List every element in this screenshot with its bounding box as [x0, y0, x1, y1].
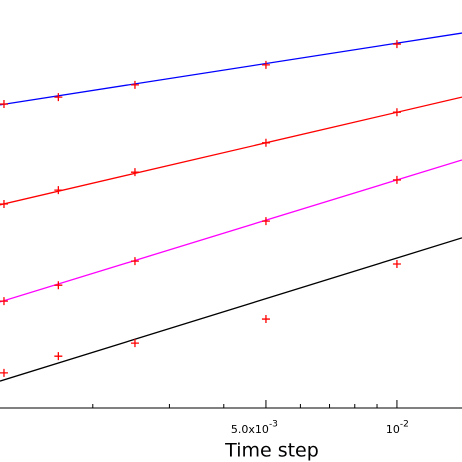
marker	[261, 315, 270, 324]
marker	[392, 259, 401, 268]
marker	[392, 40, 401, 49]
x-tick-exponent: -3	[269, 420, 278, 430]
marker	[0, 368, 8, 377]
marker	[261, 217, 270, 226]
marker	[0, 297, 8, 306]
marker	[54, 352, 63, 361]
x-axis-label: Time step	[224, 440, 319, 462]
marker	[54, 281, 63, 290]
x-tick-label: 5.0x10	[231, 423, 269, 436]
marker	[0, 100, 8, 109]
fit-line	[0, 96, 462, 206]
marker	[130, 168, 139, 177]
x-tick-exponent: -2	[400, 420, 409, 430]
marker	[261, 138, 270, 147]
marker	[0, 200, 8, 208]
fit-line	[0, 237, 462, 382]
marker	[130, 339, 139, 348]
marker	[130, 80, 139, 89]
fit-line	[0, 159, 462, 303]
marker	[130, 257, 139, 266]
marker	[392, 175, 401, 184]
marker	[54, 93, 63, 102]
marker	[392, 108, 401, 117]
marker	[54, 186, 63, 195]
marker	[261, 60, 270, 69]
fit-line	[0, 32, 462, 106]
x-tick-label: 10	[386, 423, 400, 436]
